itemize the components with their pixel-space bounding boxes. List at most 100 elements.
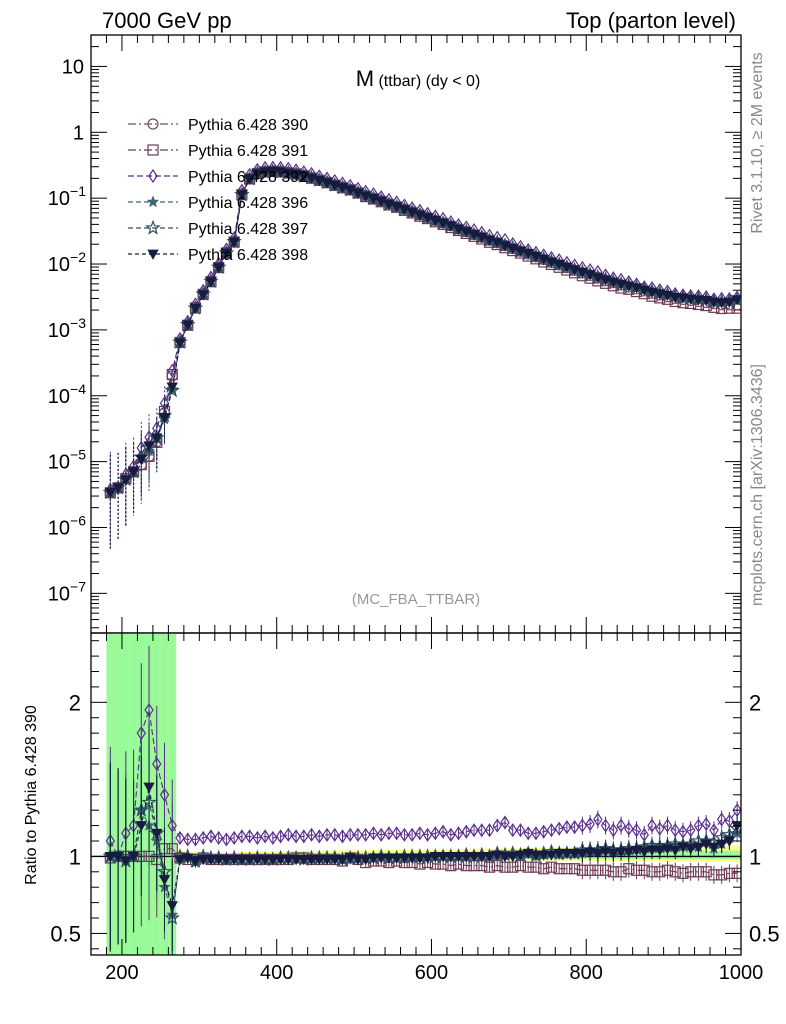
data-point (390, 202, 403, 213)
ratio-point (143, 782, 155, 793)
x-tick-label: 200 (105, 962, 138, 984)
ratio-point (477, 823, 487, 838)
ratio-point (655, 821, 665, 836)
ratio-point (530, 850, 542, 861)
data-point (715, 298, 728, 309)
ratio-point (422, 827, 433, 842)
ratio-point (701, 816, 711, 832)
ratio-point (260, 829, 270, 844)
ratio-point (136, 726, 147, 741)
ratio-point (546, 823, 557, 838)
legend-label: Pythia 6.428 392 (188, 169, 308, 186)
ratio-point (376, 827, 386, 842)
legend-marker (146, 195, 160, 208)
ratio-point (127, 851, 140, 863)
data-point (476, 232, 488, 244)
ratio-point (692, 866, 705, 878)
data-point (677, 293, 689, 304)
data-point (197, 290, 209, 301)
ratio-point (607, 866, 619, 878)
ratio-point (291, 829, 301, 844)
ratio-point (685, 866, 697, 878)
ratio-point (167, 818, 177, 833)
ratio-point (237, 829, 247, 844)
ratio-point (190, 832, 201, 847)
data-point (437, 218, 449, 229)
data-point (414, 210, 426, 221)
ratio-point (538, 824, 549, 839)
ratio-point (375, 853, 387, 864)
data-point (267, 167, 279, 178)
ratio-point (159, 787, 170, 802)
data-point (189, 303, 202, 315)
data-point (530, 252, 542, 263)
ratio-point (213, 830, 224, 845)
ratio-point (384, 826, 394, 841)
ratio-point (407, 827, 417, 842)
ratio-point (592, 864, 604, 876)
ratio-point (329, 855, 341, 866)
ratio-point (220, 855, 233, 866)
ratio-point (151, 828, 163, 840)
ratio-point (236, 855, 248, 866)
ratio-point (182, 853, 194, 864)
ratio-point (367, 853, 380, 864)
ratio-point (561, 848, 573, 860)
mcplots-reference-label: mcplots.cern.ch [arXiv:1306.3436] (749, 364, 766, 606)
ratio-point (661, 844, 674, 855)
ratio-point (205, 855, 217, 866)
legend-marker (145, 219, 161, 235)
ratio-point (638, 864, 650, 876)
data-point (251, 169, 264, 180)
ratio-point (600, 818, 611, 833)
ratio-point (692, 842, 705, 853)
data-point (151, 433, 163, 444)
data-point (623, 281, 635, 292)
ratio-point (576, 864, 588, 876)
data-point (615, 279, 627, 290)
ratio-point (446, 827, 456, 842)
legend-label: Pythia 6.428 398 (188, 247, 308, 264)
ratio-y-tick-label: 1 (69, 844, 81, 869)
ratio-point (731, 821, 741, 832)
ratio-y-tick-label: 2 (69, 690, 81, 715)
ratio-point (630, 845, 643, 857)
ratio-point (330, 827, 340, 842)
x-tick-label: 400 (260, 962, 293, 984)
ratio-point (700, 839, 712, 850)
ratio-point (654, 845, 666, 857)
y-tick-label: 10−5 (48, 447, 86, 474)
ratio-point (630, 864, 643, 876)
data-point (166, 382, 178, 393)
ratio-point (461, 824, 472, 839)
ratio-point (646, 866, 658, 878)
data-point (259, 167, 271, 178)
data-point (104, 488, 117, 499)
y-tick-label: 1 (73, 122, 84, 144)
data-point (561, 262, 573, 273)
legend-label: Pythia 6.428 397 (188, 221, 308, 238)
legend-label: Pythia 6.428 391 (188, 143, 308, 160)
data-point (112, 483, 124, 494)
ratio-point (662, 818, 673, 833)
ratio-point (421, 853, 434, 864)
ratio-frame (90, 632, 742, 956)
ratio-point (468, 851, 480, 863)
ratio-point (515, 823, 526, 838)
ratio-point (708, 869, 720, 881)
ratio-point (731, 867, 741, 879)
ratio-point (104, 851, 117, 863)
ratio-point (716, 812, 727, 827)
ratio-point (244, 829, 255, 844)
ratio-point (120, 856, 132, 867)
data-point (692, 295, 705, 306)
legend-label: Pythia 6.428 396 (188, 195, 308, 212)
ratio-point (500, 815, 510, 830)
inner-band (733, 850, 741, 860)
data-point (700, 295, 712, 307)
y-tick-label: 10−7 (48, 578, 86, 605)
ratio-point (693, 818, 704, 833)
ratio-series-group (102, 646, 741, 955)
ratio-point (677, 867, 689, 879)
